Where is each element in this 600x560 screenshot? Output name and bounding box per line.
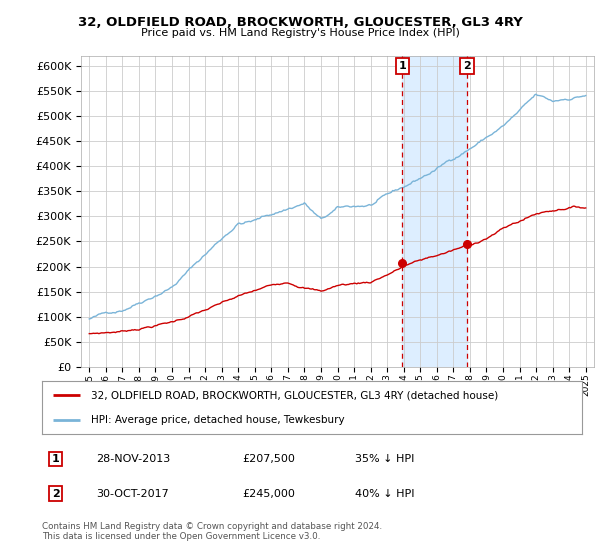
Text: 32, OLDFIELD ROAD, BROCKWORTH, GLOUCESTER, GL3 4RY: 32, OLDFIELD ROAD, BROCKWORTH, GLOUCESTE… bbox=[77, 16, 523, 29]
Text: 35% ↓ HPI: 35% ↓ HPI bbox=[355, 454, 415, 464]
Text: 32, OLDFIELD ROAD, BROCKWORTH, GLOUCESTER, GL3 4RY (detached house): 32, OLDFIELD ROAD, BROCKWORTH, GLOUCESTE… bbox=[91, 390, 498, 400]
Text: 2: 2 bbox=[52, 489, 59, 499]
Text: £207,500: £207,500 bbox=[242, 454, 295, 464]
Text: 30-OCT-2017: 30-OCT-2017 bbox=[96, 489, 169, 499]
Text: 1: 1 bbox=[398, 61, 406, 71]
Text: 2: 2 bbox=[463, 61, 471, 71]
Text: 1: 1 bbox=[52, 454, 59, 464]
Text: 40% ↓ HPI: 40% ↓ HPI bbox=[355, 489, 415, 499]
Text: Contains HM Land Registry data © Crown copyright and database right 2024.
This d: Contains HM Land Registry data © Crown c… bbox=[42, 522, 382, 542]
Text: Price paid vs. HM Land Registry's House Price Index (HPI): Price paid vs. HM Land Registry's House … bbox=[140, 28, 460, 38]
Text: £245,000: £245,000 bbox=[242, 489, 295, 499]
Text: 28-NOV-2013: 28-NOV-2013 bbox=[96, 454, 170, 464]
Text: HPI: Average price, detached house, Tewkesbury: HPI: Average price, detached house, Tewk… bbox=[91, 414, 344, 424]
Bar bbox=[402, 56, 467, 367]
